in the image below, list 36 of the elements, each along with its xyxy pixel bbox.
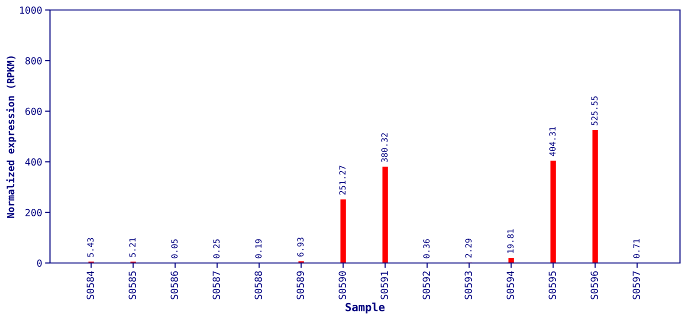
data-label: 2.29 <box>465 238 472 258</box>
x-tick-label: S0594 <box>506 271 514 300</box>
data-label: 525.55 <box>591 96 598 126</box>
y-tick-label: 0 <box>37 260 42 267</box>
data-label: 0.05 <box>171 239 178 258</box>
data-label: 0.19 <box>255 239 262 258</box>
x-tick-label: S0597 <box>632 271 640 300</box>
y-axis-title: Normalized expression (RPKM) <box>6 56 16 218</box>
x-tick-label: S0586 <box>170 271 178 300</box>
x-tick-label: S0589 <box>296 271 304 300</box>
data-label: 404.31 <box>549 127 556 156</box>
x-tick-label: S0592 <box>422 271 430 300</box>
x-tick-label: S0590 <box>338 271 346 300</box>
data-label: 380.32 <box>381 133 388 162</box>
data-label: 6.93 <box>297 238 304 257</box>
x-tick-label: S0596 <box>590 271 598 300</box>
y-tick-label: 600 <box>25 108 42 116</box>
x-tick-label: S0587 <box>212 271 220 300</box>
x-tick-label: S0584 <box>86 271 94 300</box>
y-tick-label: 200 <box>26 208 42 216</box>
data-label: 5.43 <box>87 238 94 257</box>
y-tick-label: 400 <box>25 158 42 166</box>
x-axis-title: Sample <box>346 302 385 314</box>
x-tick-label: S0591 <box>380 271 388 300</box>
x-tick-label: S0593 <box>464 271 472 300</box>
data-label: 0.71 <box>633 239 640 258</box>
data-label: 5.21 <box>129 238 136 257</box>
x-tick-label: S0595 <box>548 271 556 300</box>
data-label: 19.81 <box>507 229 514 253</box>
data-label: 0.25 <box>213 239 220 258</box>
y-tick-label: 800 <box>25 57 42 64</box>
y-tick-label: 1000 <box>20 6 42 14</box>
x-tick-label: S0585 <box>128 271 136 300</box>
x-tick-label: S0588 <box>254 271 262 300</box>
data-label: 0.36 <box>423 239 430 258</box>
data-label: 251.27 <box>339 166 346 195</box>
